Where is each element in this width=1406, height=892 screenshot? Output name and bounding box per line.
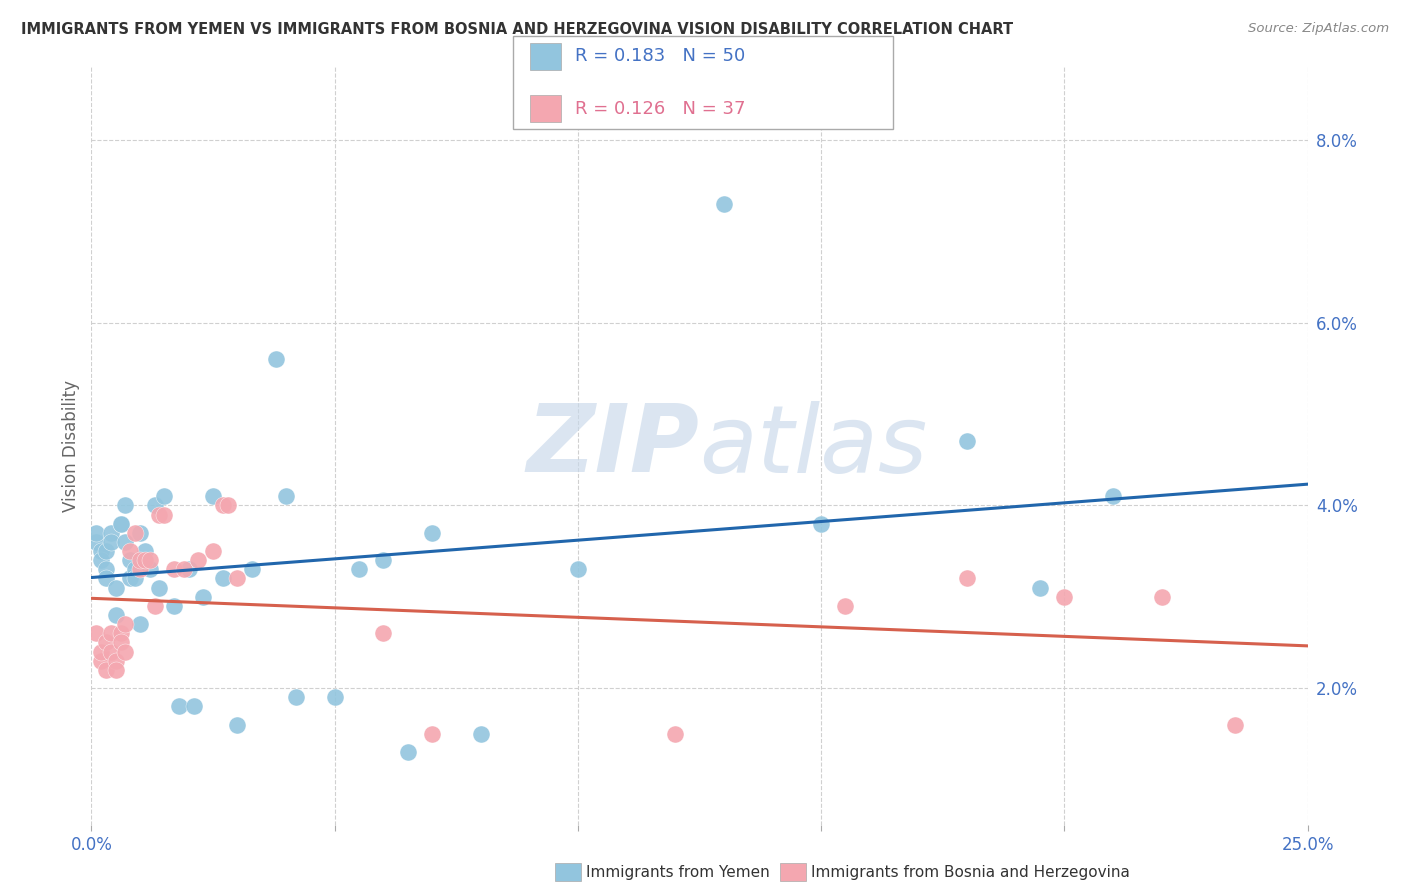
Point <box>94 635 117 649</box>
Point <box>177 562 200 576</box>
Point <box>143 499 166 513</box>
Point <box>134 553 156 567</box>
Point <box>90 544 112 558</box>
Point <box>114 499 136 513</box>
Point <box>226 571 249 585</box>
Y-axis label: Vision Disability: Vision Disability <box>62 380 80 512</box>
Point <box>129 553 152 567</box>
Point <box>834 599 856 613</box>
Point <box>90 654 112 668</box>
Point <box>120 571 142 585</box>
Point <box>124 562 146 576</box>
Point <box>420 525 443 540</box>
Point <box>94 544 117 558</box>
Point <box>129 617 152 632</box>
Point <box>120 544 142 558</box>
Point <box>470 727 492 741</box>
Text: Source: ZipAtlas.com: Source: ZipAtlas.com <box>1249 22 1389 36</box>
Text: R = 0.126   N = 37: R = 0.126 N = 37 <box>575 100 745 118</box>
Point <box>134 544 156 558</box>
Text: IMMIGRANTS FROM YEMEN VS IMMIGRANTS FROM BOSNIA AND HERZEGOVINA VISION DISABILIT: IMMIGRANTS FROM YEMEN VS IMMIGRANTS FROM… <box>21 22 1014 37</box>
Text: ZIP: ZIP <box>527 400 699 492</box>
Point <box>202 489 225 503</box>
Point <box>163 562 186 576</box>
Point <box>396 745 419 759</box>
Point <box>1102 489 1125 503</box>
Point <box>240 562 263 576</box>
Point <box>84 525 107 540</box>
Text: Immigrants from Bosnia and Herzegovina: Immigrants from Bosnia and Herzegovina <box>811 865 1130 880</box>
Point <box>1053 590 1076 604</box>
Point <box>129 525 152 540</box>
Point <box>124 525 146 540</box>
Point <box>110 635 132 649</box>
Text: Immigrants from Yemen: Immigrants from Yemen <box>586 865 770 880</box>
Point <box>100 525 122 540</box>
Point <box>148 581 170 595</box>
Point <box>100 535 122 549</box>
Point <box>114 617 136 632</box>
Point <box>94 571 117 585</box>
Point <box>226 717 249 731</box>
Point <box>347 562 370 576</box>
Point <box>104 654 127 668</box>
Point <box>567 562 589 576</box>
Point <box>148 508 170 522</box>
Point <box>810 516 832 531</box>
Point <box>100 644 122 658</box>
Point <box>274 489 297 503</box>
Point <box>1150 590 1173 604</box>
Point <box>100 626 122 640</box>
Point <box>956 434 979 449</box>
Point <box>104 581 127 595</box>
Point <box>217 499 239 513</box>
Point <box>1029 581 1052 595</box>
Point <box>167 699 190 714</box>
Point <box>153 508 176 522</box>
Point <box>114 644 136 658</box>
Point <box>163 599 186 613</box>
Point <box>90 553 112 567</box>
Point <box>956 571 979 585</box>
Point <box>211 499 233 513</box>
Point <box>110 516 132 531</box>
Point <box>143 599 166 613</box>
Text: atlas: atlas <box>699 401 928 491</box>
Point <box>84 626 107 640</box>
Point <box>104 663 127 677</box>
Point <box>139 562 162 576</box>
Point <box>129 562 152 576</box>
Point <box>193 590 215 604</box>
Point <box>153 489 176 503</box>
Point <box>187 553 209 567</box>
Point <box>173 562 195 576</box>
Point <box>110 516 132 531</box>
Point <box>373 553 395 567</box>
Point <box>420 727 443 741</box>
Point <box>264 352 287 367</box>
Point <box>94 562 117 576</box>
Point <box>713 197 735 211</box>
Text: R = 0.183   N = 50: R = 0.183 N = 50 <box>575 47 745 65</box>
Point <box>183 699 205 714</box>
Point <box>1223 717 1246 731</box>
Point <box>373 626 395 640</box>
Point <box>323 690 346 705</box>
Point <box>124 571 146 585</box>
Point <box>284 690 307 705</box>
Point <box>202 544 225 558</box>
Point <box>94 663 117 677</box>
Point <box>139 553 162 567</box>
Point <box>120 553 142 567</box>
Point <box>90 644 112 658</box>
Point <box>110 626 132 640</box>
Point <box>211 571 233 585</box>
Point <box>104 607 127 622</box>
Point <box>664 727 686 741</box>
Point <box>84 535 107 549</box>
Point <box>114 535 136 549</box>
